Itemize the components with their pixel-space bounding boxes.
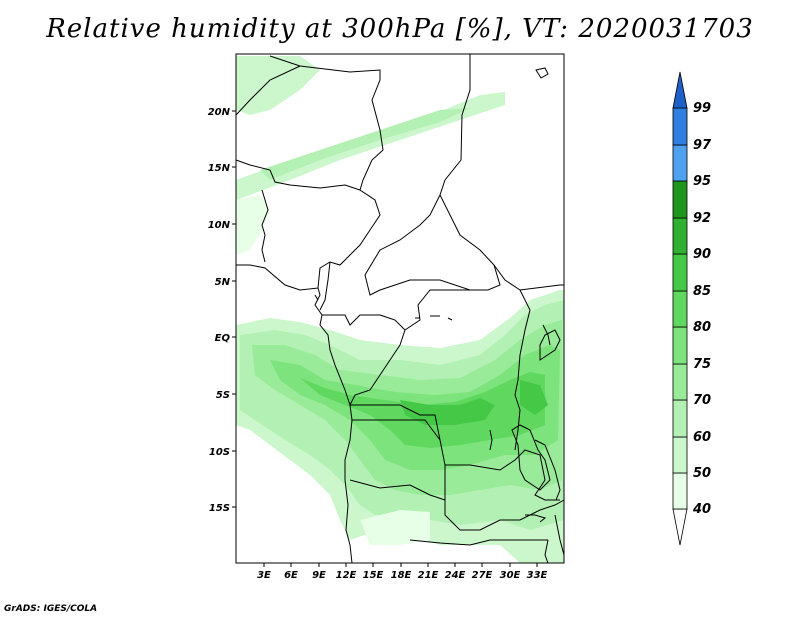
colorbar-segment (672, 253, 688, 292)
lat-label: 5S (216, 390, 230, 401)
lat-label: 10N (208, 220, 231, 231)
lon-label: 21E (418, 570, 439, 581)
lon-label: 15E (363, 570, 384, 581)
colorbar-segment (672, 144, 688, 182)
lat-label: 15S (209, 503, 230, 514)
colorbar-label: 90 (693, 247, 711, 262)
lon-labels: 3E 6E 9E 12E 15E 18E 21E 24E 27E 30E 33E (257, 570, 547, 581)
colorbar-label: 92 (693, 211, 711, 226)
lon-label: 27E (472, 570, 493, 581)
colorbar-label: 75 (693, 357, 711, 372)
lon-axis (263, 563, 538, 567)
lon-label: 24E (445, 570, 466, 581)
colorbar-label: 85 (693, 284, 711, 299)
colorbar-label: 60 (693, 430, 711, 445)
lon-label: 18E (391, 570, 412, 581)
lat-label: 10S (209, 447, 230, 458)
colorbar (672, 71, 688, 546)
colorbar-labels: 40 50 60 70 75 80 85 90 92 95 97 99 (692, 101, 712, 517)
lat-axis (232, 110, 236, 508)
lon-label: 33E (527, 570, 548, 581)
chart-title: Relative humidity at 300hPa [%], VT: 202… (46, 14, 754, 44)
colorbar-label: 99 (693, 101, 711, 116)
lon-label: 9E (312, 570, 326, 581)
lat-label: EQ (215, 333, 231, 344)
map-frame (235, 53, 565, 564)
colorbar-segment (672, 363, 688, 401)
colorbar-segment (672, 180, 688, 219)
colorbar-segment (672, 472, 688, 510)
colorbar-segment (672, 436, 688, 474)
colorbar-label: 40 (692, 502, 711, 517)
colorbar-segment (672, 217, 688, 255)
colorbar-segment (672, 71, 688, 109)
lon-label: 30E (500, 570, 521, 581)
colorbar-segment (672, 326, 688, 365)
colorbar-segment (672, 290, 688, 328)
lon-label: 12E (336, 570, 357, 581)
lat-label: 20N (208, 107, 231, 118)
humidity-shading (236, 56, 564, 563)
lat-labels: 20N 15N 10N 5N EQ 5S 10S 15S (208, 107, 231, 514)
lon-label: 3E (257, 570, 271, 581)
colorbar-label: 95 (693, 174, 711, 189)
colorbar-segment (672, 508, 688, 546)
colorbar-segment (672, 107, 688, 146)
lon-label: 6E (284, 570, 298, 581)
country-borders (235, 54, 565, 564)
colorbar-label: 70 (693, 393, 711, 408)
lat-label: 15N (208, 163, 231, 174)
colorbar-label: 97 (693, 138, 712, 153)
colorbar-segment (672, 399, 688, 438)
lat-label: 5N (215, 277, 231, 288)
colorbar-label: 80 (693, 320, 711, 335)
colorbar-label: 50 (693, 466, 711, 481)
software-credit: GrADS: IGES/COLA (4, 604, 98, 614)
